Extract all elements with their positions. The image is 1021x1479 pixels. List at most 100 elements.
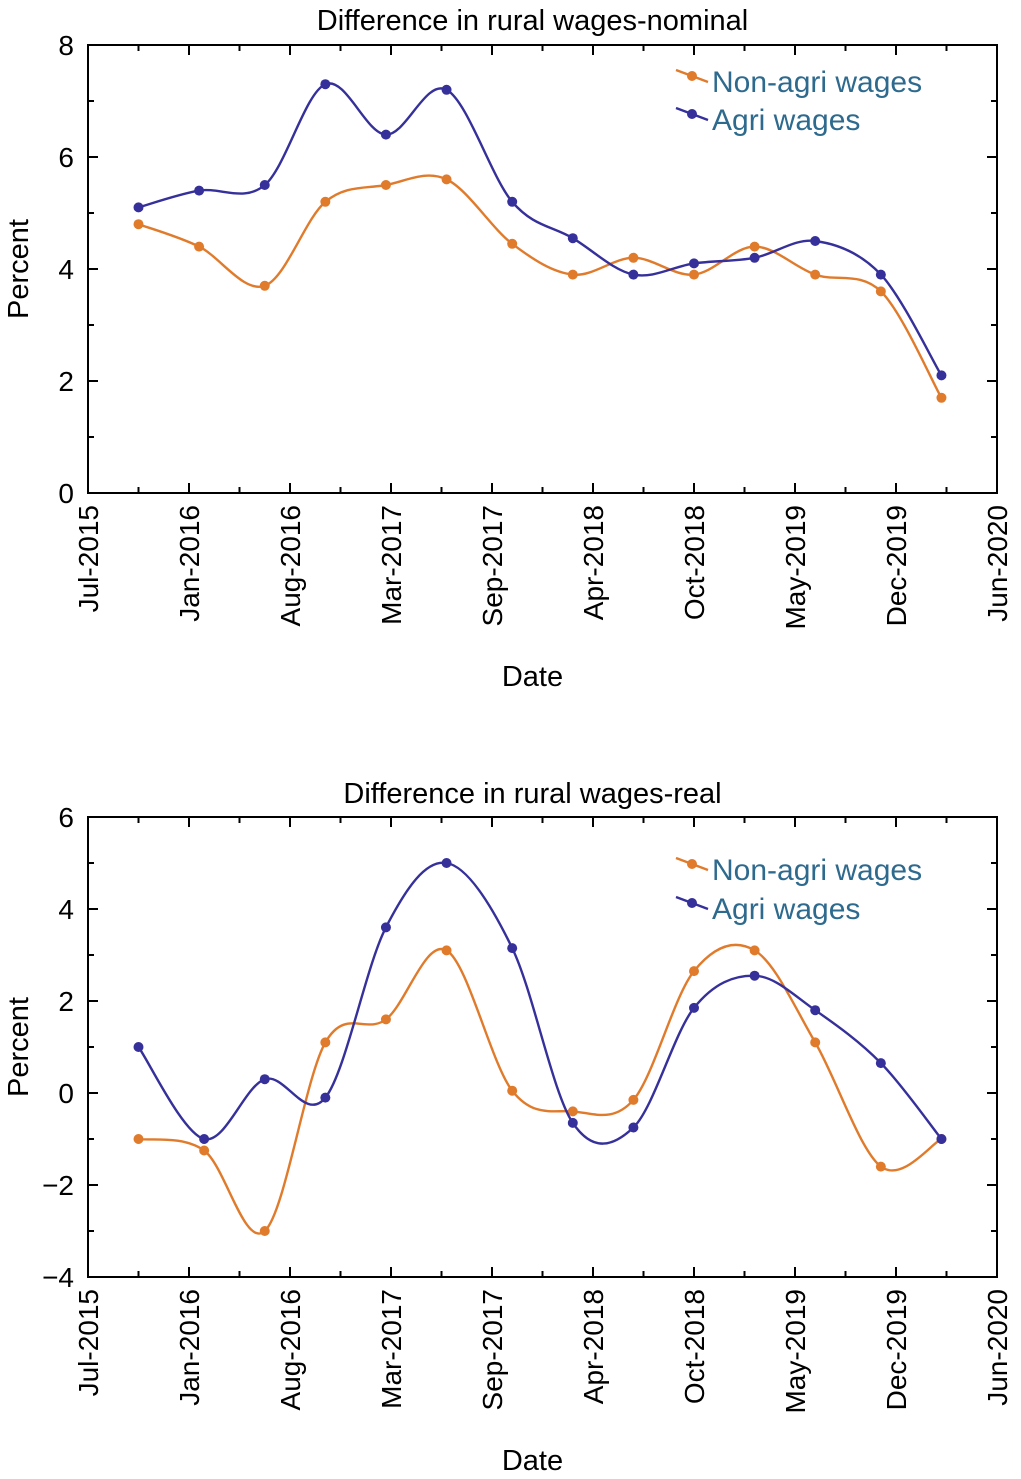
data-point <box>320 1092 331 1103</box>
data-point <box>507 1085 518 1096</box>
y-tick-label: 0 <box>58 478 74 509</box>
series-agri-wages <box>133 79 947 381</box>
x-tick-label: Aug-2016 <box>275 1289 306 1410</box>
data-point <box>628 269 639 280</box>
legend: Non-agri wages Agri wages <box>675 854 922 926</box>
data-point <box>194 185 205 196</box>
data-point <box>133 1042 144 1052</box>
data-point <box>507 943 518 954</box>
series-non-agri-wages <box>133 943 947 1236</box>
y-axis-label: Percent <box>3 997 35 1097</box>
data-point <box>380 922 391 933</box>
x-tick-label: Jan-2016 <box>174 1289 205 1406</box>
x-tick-label: May-2019 <box>780 505 811 630</box>
x-tick-label: Sep-2017 <box>477 505 508 626</box>
plot-frame <box>87 44 998 494</box>
y-tick-label: 6 <box>58 142 74 173</box>
data-point <box>194 241 205 252</box>
data-point <box>441 945 452 956</box>
data-point <box>259 1226 270 1236</box>
data-point <box>749 945 760 956</box>
x-tick-label: Oct-2018 <box>679 1289 710 1404</box>
data-point <box>810 1037 821 1048</box>
data-point <box>936 370 947 381</box>
x-tick-label: Jun-2020 <box>982 1289 1013 1406</box>
y-tick-label: 8 <box>58 30 74 61</box>
series-line <box>138 943 943 1235</box>
legend-label: Agri wages <box>712 893 860 926</box>
data-point <box>875 269 886 280</box>
data-point <box>875 1161 886 1172</box>
legend-marker <box>687 109 697 119</box>
data-point <box>810 269 821 280</box>
data-point <box>628 1122 639 1133</box>
x-tick-label: Aug-2016 <box>275 505 306 626</box>
data-point <box>133 202 144 213</box>
legend: Non-agri wages Agri wages <box>675 66 922 137</box>
legend-label: Non-agri wages <box>712 66 922 99</box>
data-point <box>259 180 270 190</box>
chart-2: Difference in rural wages-real −4 −2 0 2 4 6 Ju… <box>3 778 1013 1477</box>
data-point <box>749 252 760 263</box>
data-point <box>320 1037 331 1048</box>
data-point <box>133 219 144 230</box>
series-line <box>138 174 943 399</box>
chart-title: Difference in rural wages-real <box>343 778 721 810</box>
y-tick-label: −2 <box>42 1170 74 1201</box>
data-point <box>380 1014 391 1025</box>
series-line <box>137 861 943 1145</box>
chart-title: Difference in rural wages-nominal <box>317 5 748 37</box>
y-tick-label: 0 <box>58 1078 74 1109</box>
x-tick-label: Apr-2018 <box>578 505 609 620</box>
data-point <box>199 1134 210 1144</box>
x-tick-label: Mar-2017 <box>376 505 407 625</box>
data-point <box>567 269 578 280</box>
legend-marker <box>687 71 697 81</box>
data-point <box>749 970 760 981</box>
data-point <box>689 258 699 269</box>
data-point <box>320 79 331 90</box>
data-point <box>628 252 639 263</box>
data-point <box>259 1074 270 1085</box>
data-point <box>749 241 760 252</box>
x-tick-label: Jul-2015 <box>73 505 104 612</box>
data-point <box>441 858 452 868</box>
data-point <box>875 286 886 297</box>
y-axis-label: Percent <box>3 219 35 319</box>
data-point <box>567 1106 578 1117</box>
data-point <box>689 269 699 280</box>
data-point <box>441 174 452 185</box>
x-tick-label: Dec-2019 <box>881 1289 912 1410</box>
legend-label: Agri wages <box>712 104 860 137</box>
data-point <box>507 238 518 249</box>
data-point <box>259 280 270 291</box>
legend-label: Non-agri wages <box>712 854 922 887</box>
series-agri-wages <box>133 858 947 1145</box>
legend-marker <box>687 898 697 908</box>
x-tick-label: Apr-2018 <box>578 1289 609 1404</box>
data-point <box>199 1145 210 1156</box>
data-point <box>567 233 578 244</box>
data-point <box>689 966 699 977</box>
data-point <box>936 1134 947 1144</box>
data-point <box>936 392 947 403</box>
x-tick-label: Dec-2019 <box>881 505 912 626</box>
x-tick-label: Jun-2020 <box>982 505 1013 622</box>
data-point <box>441 84 452 95</box>
y-tick-label: 6 <box>58 802 74 833</box>
y-tick-label: 4 <box>58 894 74 925</box>
series-non-agri-wages <box>133 174 947 403</box>
legend-marker <box>687 859 697 869</box>
data-point <box>380 180 391 190</box>
chart-1: Difference in rural wages-nominal 0 2 4 6 8 Ju… <box>3 5 1013 693</box>
y-tick-label: 2 <box>58 986 74 1017</box>
x-axis-label: Date <box>502 661 563 693</box>
data-point <box>628 1094 639 1105</box>
x-tick-label: May-2019 <box>780 1289 811 1414</box>
data-point <box>567 1117 578 1128</box>
x-tick-label: Oct-2018 <box>679 505 710 620</box>
data-point <box>875 1058 886 1069</box>
data-point <box>507 196 518 207</box>
y-tick-label: −4 <box>42 1262 74 1293</box>
